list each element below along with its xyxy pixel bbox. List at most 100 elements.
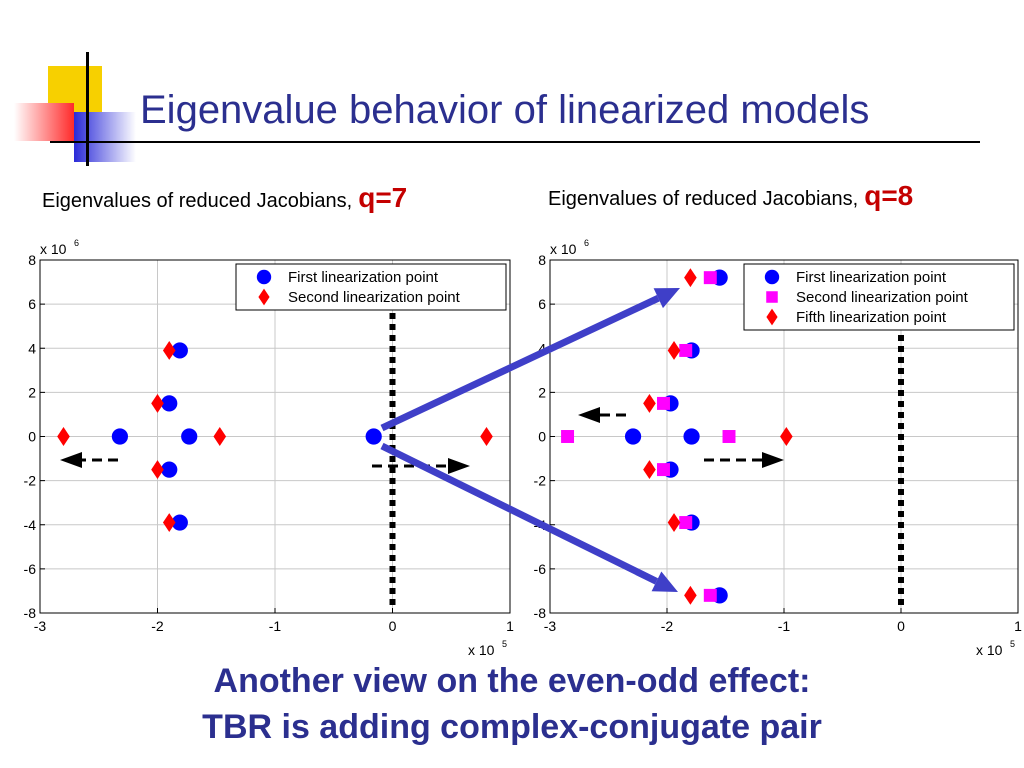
chart-right-subtitle-text: Eigenvalues of reduced Jacobians,: [548, 188, 859, 210]
chart-right-x-tick-label: 1: [1014, 618, 1022, 634]
chart-left-diamond-point: [162, 341, 176, 360]
chart-right-legend-marker: [764, 269, 780, 285]
chart-left-legend-marker: [256, 269, 272, 285]
chart-left-y-tick-label: -6: [24, 561, 37, 577]
chart-left-circle-point: [171, 342, 188, 359]
chart-left-y-tick-label: 2: [28, 384, 36, 400]
chart-left-diamond-point: [57, 427, 70, 446]
chart-left-diamond-point: [151, 460, 164, 480]
bottom-statement: Another view on the even-odd effect: TBR…: [0, 658, 1024, 750]
chart-left-circle-point: [365, 428, 382, 445]
chart-right-legend-marker: [766, 291, 778, 303]
chart-left-y-multiplier-exp: 6: [74, 238, 79, 248]
bottom-statement-line-1: Another view on the even-odd effect:: [213, 662, 811, 700]
chart-right-square-point: [561, 430, 575, 443]
chart-left-diamond-point: [151, 393, 164, 413]
chart-left-y-tick-label: -8: [24, 605, 37, 621]
chart-left-subtitle-text: Eigenvalues of reduced Jacobians,: [42, 190, 353, 212]
chart-left-x-tick-label: 1: [506, 618, 514, 634]
chart-left-legend-label: Second linearization point: [288, 289, 461, 306]
chart-right-legend: [743, 263, 1015, 331]
chart-left-subtitle: Eigenvalues of reduced Jacobians, q=7: [42, 182, 407, 214]
chart-right-y-tick-label: 6: [538, 296, 546, 312]
slide-title: Eigenvalue behavior of linearized models: [140, 88, 870, 132]
chart-right-square-point: [703, 588, 717, 602]
chart-right-diamond-point: [780, 427, 793, 446]
bottom-statement-line-2: TBR is adding complex-conjugate pair: [202, 708, 822, 746]
chart-left-circle-point: [181, 428, 198, 445]
chart-right-x-tick-label: -2: [661, 618, 674, 634]
chart-right-diamond-point: [684, 585, 697, 605]
chart-left-x-tick-label: -2: [151, 618, 164, 634]
arrow-left-chart-right-head: [578, 407, 600, 423]
arrow-right-chart-right-head: [762, 452, 784, 468]
chart-left-y-multiplier: x 10: [40, 241, 67, 257]
chart-left-y-tick-label: 8: [28, 252, 36, 268]
chart-right-diamond-point: [667, 341, 681, 360]
chart-right-x-tick-label: 0: [897, 618, 905, 634]
chart-right-q-label: q=8: [864, 180, 914, 211]
decoration-red-square: [14, 103, 74, 141]
chart-right-diamond-point: [667, 513, 681, 532]
chart-right-square-point: [722, 430, 736, 443]
chart-right-y-multiplier: x 10: [550, 241, 577, 257]
decoration-vertical-line: [86, 52, 89, 166]
chart-right-y-multiplier-exp: 6: [584, 238, 589, 248]
chart-left: -3 -2 -1 0 1 8 6 4 2 0 -2 -4 -6 -8 x 10 6 x 10 5 First lin…: [24, 238, 515, 658]
chart-right-circle-point: [683, 428, 700, 445]
chart-left-circle-point: [171, 514, 188, 531]
chart-right-legend-label: Fifth linearization point: [796, 309, 947, 326]
annotations: [60, 288, 784, 592]
chart-right-y-tick-label: 4: [538, 340, 546, 356]
decoration-blue-square: [74, 112, 136, 162]
chart-left-x-multiplier-exp: 5: [502, 639, 507, 649]
connector-arrow-lower-head: [651, 571, 678, 592]
chart-right-x-tick-label: -1: [778, 618, 791, 634]
chart-left-x-tick-label: 0: [389, 618, 397, 634]
chart-right-square-point: [657, 463, 670, 477]
decoration-horizontal-line: [50, 141, 980, 143]
arrow-right-chart-left-head: [448, 458, 470, 474]
chart-left-legend: [235, 263, 507, 311]
chart-right-x-multiplier: x 10: [976, 642, 1003, 658]
chart-left-legend-label: First linearization point: [288, 269, 439, 286]
chart-right-square-point: [703, 271, 717, 285]
chart-right-y-tick-label: -8: [534, 605, 547, 621]
chart-right-y-tick-label: 0: [538, 429, 546, 445]
chart-right-x-multiplier-exp: 5: [1010, 639, 1015, 649]
chart-right-diamond-point: [643, 393, 656, 413]
chart-left-x-tick-label: -3: [34, 618, 47, 634]
connector-arrow-upper-shaft: [380, 295, 660, 432]
connector-arrow-lower-shaft: [380, 442, 659, 585]
connector-arrow-upper-head: [653, 288, 680, 309]
chart-right-y-tick-label: 8: [538, 252, 546, 268]
chart-left-q-label: q=7: [358, 182, 408, 213]
chart-right-diamond-point: [684, 268, 697, 288]
chart-left-diamond-point: [162, 513, 176, 532]
chart-right-circle-point: [624, 428, 642, 445]
chart-left-legend-marker: [258, 288, 270, 306]
chart-left-x-multiplier: x 10: [468, 642, 495, 658]
chart-left-diamond-point: [480, 427, 493, 446]
chart-right-legend-marker: [766, 308, 778, 326]
chart-left-y-tick-label: -4: [24, 517, 37, 533]
chart-left-circle-point: [161, 395, 178, 412]
chart-left-y-tick-label: 6: [28, 296, 36, 312]
chart-right-diamond-point: [643, 460, 656, 480]
chart-right-legend-label: First linearization point: [796, 269, 947, 286]
chart-left-diamond-point: [213, 427, 227, 446]
chart-left-y-tick-label: 4: [28, 340, 36, 356]
chart-right-y-tick-label: -2: [534, 473, 547, 489]
chart-left-y-tick-label: 0: [28, 429, 36, 445]
chart-right-legend-label: Second linearization point: [796, 289, 969, 306]
chart-right-square-point: [657, 396, 670, 410]
chart-left-circle-point: [111, 428, 128, 445]
chart-left-circle-point: [161, 461, 178, 478]
arrow-left-chart-left-head: [60, 452, 82, 468]
chart-right-x-tick-label: -3: [544, 618, 557, 634]
chart-right-subtitle: Eigenvalues of reduced Jacobians, q=8: [548, 180, 913, 212]
chart-right-y-tick-label: 2: [538, 384, 546, 400]
chart-right-y-tick-label: -6: [534, 561, 547, 577]
